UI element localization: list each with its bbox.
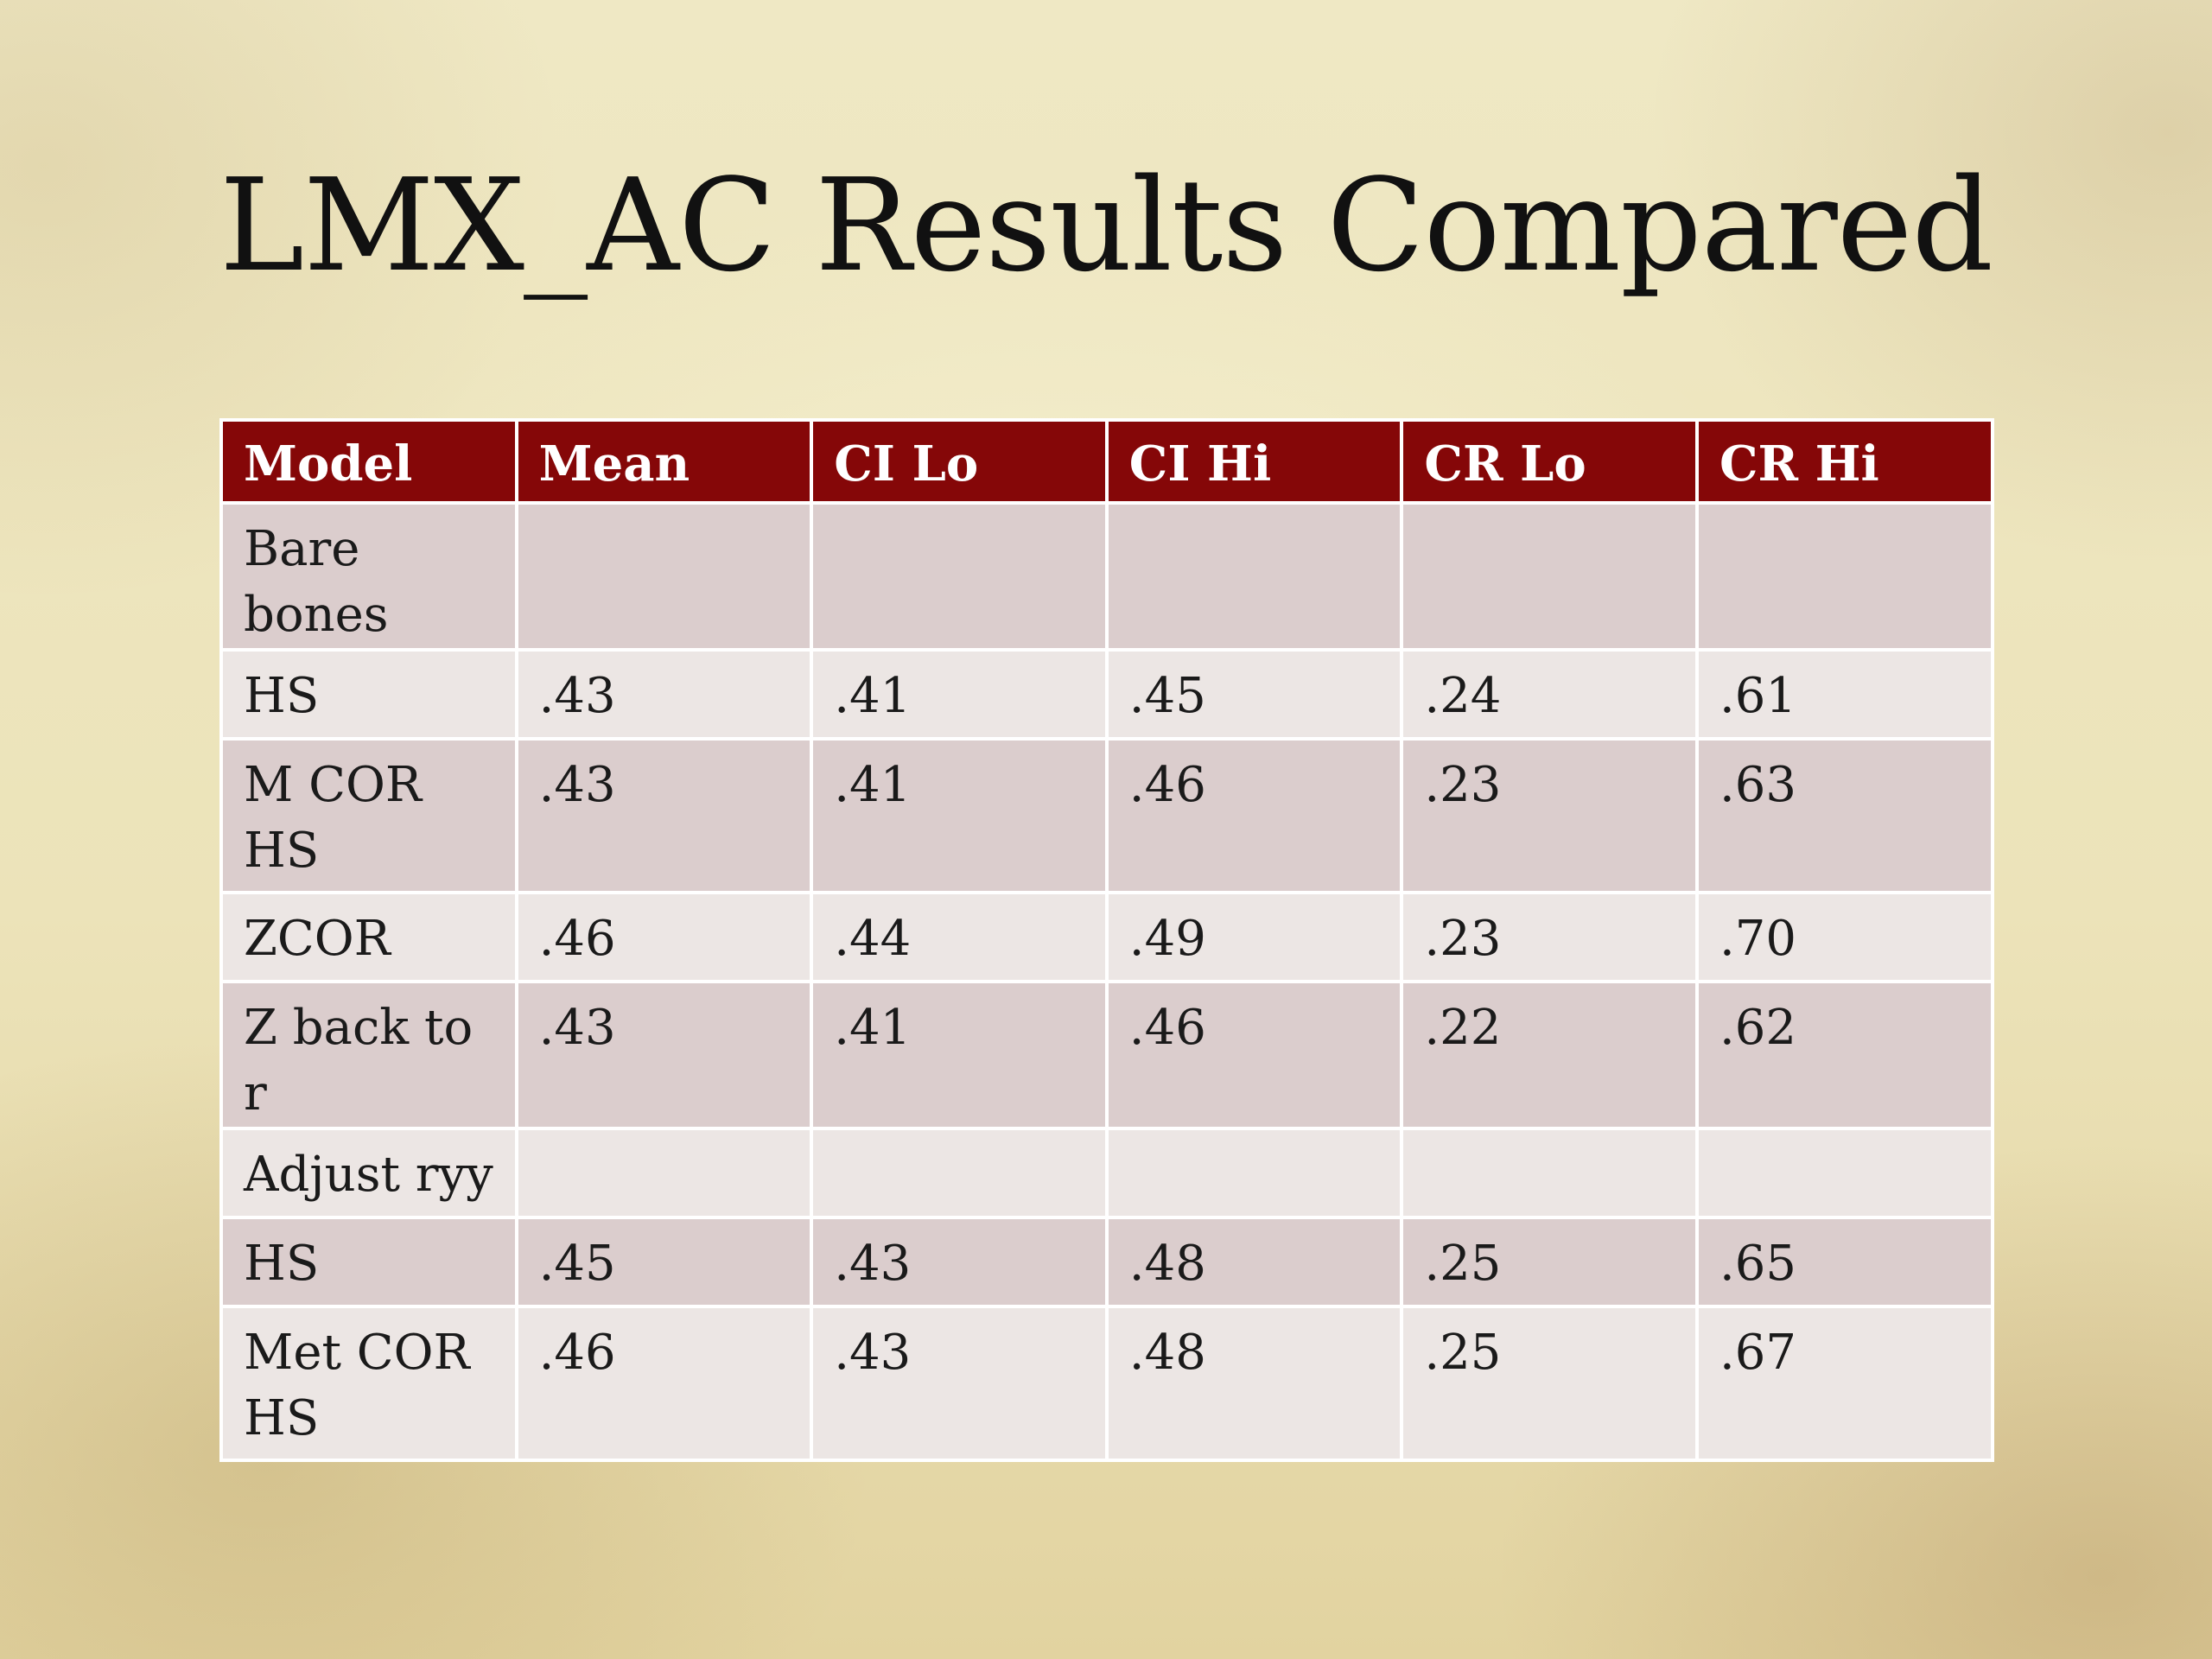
table-cell: .65 (1694, 1216, 1994, 1308)
table-cell (1400, 1127, 1699, 1219)
table-cell (1694, 501, 1994, 652)
table-row: Adjust ryy (219, 1127, 1994, 1219)
table-cell: .23 (1400, 891, 1699, 983)
header-ci-lo: CI Lo (810, 418, 1109, 505)
table-cell: .44 (810, 891, 1109, 983)
table-cell: .24 (1400, 648, 1699, 741)
table-cell: .48 (1104, 1216, 1404, 1308)
table-cell: .41 (810, 737, 1109, 894)
table-cell: .43 (810, 1305, 1109, 1462)
table-cell (1400, 501, 1699, 652)
table-cell: .46 (1104, 980, 1404, 1130)
table-cell: .45 (514, 1216, 814, 1308)
table-cell: .43 (810, 1216, 1109, 1308)
table-cell: .43 (514, 648, 814, 741)
slide-title: LMX_AC Results Compared (219, 151, 1993, 300)
table-cell (1104, 1127, 1404, 1219)
table-cell (1104, 501, 1404, 652)
table-row: M COR HS .43 .41 .46 .23 .63 (219, 737, 1994, 894)
table-cell (810, 1127, 1109, 1219)
table-cell: Bare bones (219, 501, 518, 652)
table-cell (810, 501, 1109, 652)
table-cell: .48 (1104, 1305, 1404, 1462)
table-cell: HS (219, 1216, 518, 1308)
table-row: HS .43 .41 .45 .24 .61 (219, 648, 1994, 741)
table-row: Z back to r .43 .41 .46 .22 .62 (219, 980, 1994, 1130)
table-cell: ZCOR (219, 891, 518, 983)
table-cell: .46 (514, 1305, 814, 1462)
table-cell: M COR HS (219, 737, 518, 894)
table-row: ZCOR .46 .44 .49 .23 .70 (219, 891, 1994, 983)
table-cell: .67 (1694, 1305, 1994, 1462)
table-cell: Adjust ryy (219, 1127, 518, 1219)
header-mean: Mean (514, 418, 814, 505)
table-row: HS .45 .43 .48 .25 .65 (219, 1216, 1994, 1308)
table-cell: Z back to r (219, 980, 518, 1130)
table-cell: .43 (514, 737, 814, 894)
table-cell: .70 (1694, 891, 1994, 983)
table-cell: Met COR HS (219, 1305, 518, 1462)
header-model: Model (219, 418, 518, 505)
table-cell: .46 (514, 891, 814, 983)
table-row: Bare bones (219, 501, 1994, 652)
table-cell: .41 (810, 648, 1109, 741)
table-cell: .49 (1104, 891, 1404, 983)
table-header-row: Model Mean CI Lo CI Hi CR Lo CR Hi (219, 418, 1994, 505)
table-cell (514, 501, 814, 652)
table-cell: .25 (1400, 1305, 1699, 1462)
header-ci-hi: CI Hi (1104, 418, 1404, 505)
table-cell: .41 (810, 980, 1109, 1130)
table-cell: .62 (1694, 980, 1994, 1130)
table-cell: .61 (1694, 648, 1994, 741)
table-cell: .43 (514, 980, 814, 1130)
table-cell: .22 (1400, 980, 1699, 1130)
header-cr-lo: CR Lo (1400, 418, 1699, 505)
header-cr-hi: CR Hi (1694, 418, 1994, 505)
table-cell: .63 (1694, 737, 1994, 894)
table-cell: HS (219, 648, 518, 741)
table-cell (1694, 1127, 1994, 1219)
table-cell: .46 (1104, 737, 1404, 894)
table-cell (514, 1127, 814, 1219)
table-cell: .45 (1104, 648, 1404, 741)
table-cell: .23 (1400, 737, 1699, 894)
results-table: Model Mean CI Lo CI Hi CR Lo CR Hi Bare … (219, 418, 1994, 1462)
table-cell: .25 (1400, 1216, 1699, 1308)
table-row: Met COR HS .46 .43 .48 .25 .67 (219, 1305, 1994, 1462)
